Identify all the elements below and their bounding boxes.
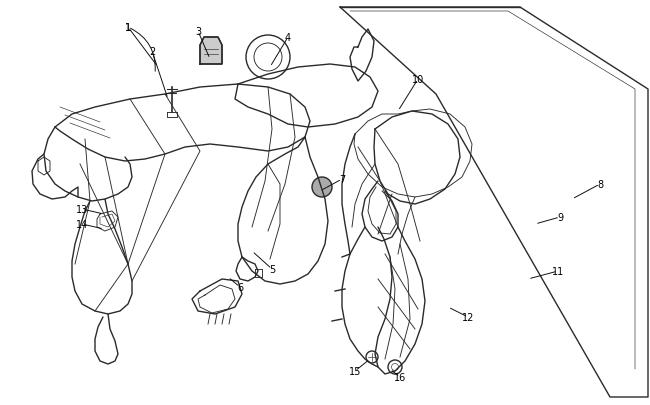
Text: 3: 3: [195, 27, 201, 37]
Text: 8: 8: [597, 179, 603, 190]
Text: 15: 15: [349, 366, 361, 376]
Text: 1: 1: [125, 23, 131, 33]
Text: 16: 16: [394, 372, 406, 382]
Text: 12: 12: [462, 312, 474, 322]
Circle shape: [312, 177, 332, 198]
Text: 11: 11: [552, 266, 564, 276]
Text: 2: 2: [149, 47, 155, 57]
Text: 9: 9: [557, 213, 563, 222]
Text: 6: 6: [237, 282, 243, 292]
Text: 13: 13: [76, 205, 88, 215]
Polygon shape: [200, 38, 222, 65]
Text: 1: 1: [125, 23, 131, 33]
Text: 7: 7: [339, 175, 345, 185]
Text: 14: 14: [76, 220, 88, 230]
Text: 5: 5: [269, 264, 275, 274]
Text: 10: 10: [412, 75, 424, 85]
Text: 4: 4: [285, 33, 291, 43]
